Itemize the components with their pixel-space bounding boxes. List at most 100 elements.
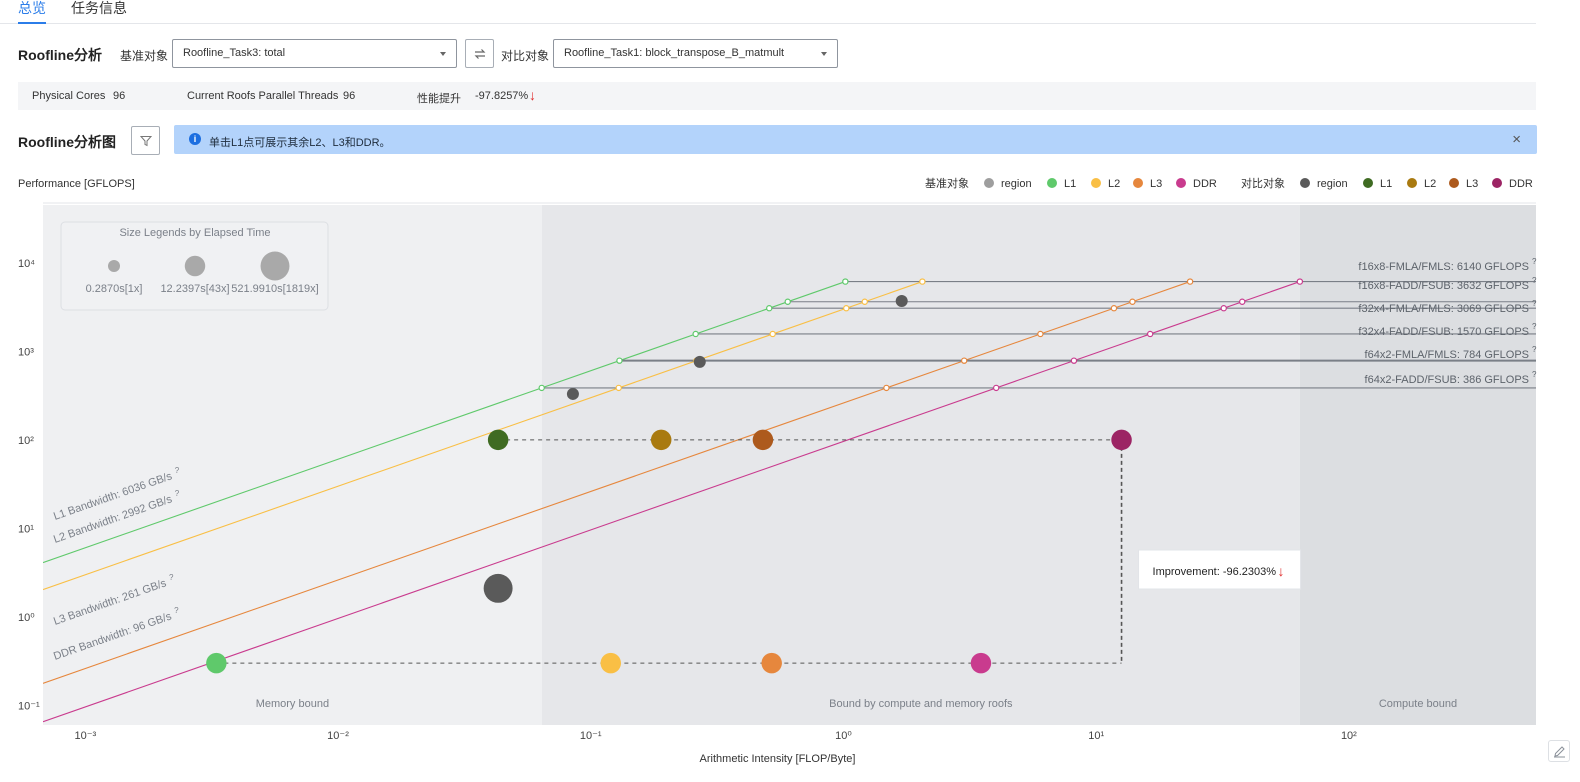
perf-label: 性能提升 — [417, 93, 461, 105]
compare-point-l1 — [487, 429, 509, 451]
x-axis-label: Arithmetic Intensity [FLOP/Byte] — [700, 753, 856, 765]
tab-overview[interactable]: 总览 — [18, 0, 46, 24]
legend-label: region — [1317, 178, 1348, 190]
x-tick-label: 10⁻¹ — [580, 730, 602, 742]
help-icon: ? — [1532, 345, 1537, 354]
help-icon: ? — [1532, 322, 1537, 331]
compare-select-value: Roofline_Task1: block_transpose_B_matmul… — [564, 47, 785, 59]
help-icon: ? — [1532, 276, 1537, 285]
chevron-down-icon — [440, 52, 446, 56]
help-icon: ? — [169, 573, 174, 582]
x-tick-label: 10⁰ — [835, 730, 852, 742]
compute-roof-label: f64x2-FMLA/FMLS: 784 GFLOPS — [1365, 349, 1529, 361]
roof-intersection-marker — [1296, 278, 1304, 285]
region-point — [895, 295, 908, 308]
size-legend-title: Size Legends by Elapsed Time — [119, 227, 270, 239]
bandwidth-roof-line — [43, 281, 923, 591]
roof-intersection-marker — [861, 298, 868, 305]
legend-marker — [984, 178, 994, 188]
baseline-point-l1 — [206, 652, 227, 674]
roofline-chart: Memory bound Bound by compute and memory … — [18, 176, 1537, 765]
roof-intersection-marker — [615, 384, 622, 392]
legend-group-title: 对比对象 — [1241, 176, 1285, 190]
bandwidth-roof-line — [43, 281, 1301, 723]
perf-value: -97.8257% — [475, 90, 529, 102]
roof-intersection-marker — [616, 357, 623, 364]
help-icon: ? — [1532, 370, 1537, 379]
notice-banner: i 单击L1点可展示其余L2、L3和DDR。 × — [174, 125, 1537, 154]
baseline-select-value: Roofline_Task3: total — [183, 47, 286, 59]
legend-label: L2 — [1424, 178, 1436, 190]
compute-roof-label: f32x4-FMLA/FMLS: 3069 GFLOPS — [1358, 303, 1529, 315]
tab-task-info[interactable]: 任务信息 — [71, 0, 127, 16]
edit-icon[interactable] — [1548, 740, 1570, 762]
legend-marker — [1449, 178, 1459, 188]
size-legend-label: 0.2870s[1x] — [86, 283, 143, 295]
roof-intersection-marker — [1037, 330, 1044, 338]
bandwidth-roof-line — [43, 281, 1191, 684]
improvement-label: Improvement: -96.2303% — [1153, 566, 1277, 578]
compare-select[interactable]: Roofline_Task1: block_transpose_B_matmul… — [553, 39, 838, 68]
roof-intersection-marker — [1129, 298, 1136, 305]
roof-intersection-marker — [692, 330, 699, 338]
size-legend-circle — [108, 260, 120, 272]
y-tick-label: 10² — [18, 435, 34, 447]
legend-label: DDR — [1509, 178, 1533, 190]
size-legend-label: 521.9910s[1819x] — [231, 283, 318, 295]
info-icon: i — [189, 133, 201, 145]
y-tick-label: 10⁻¹ — [18, 700, 40, 712]
compute-roof-label: f16x8-FADD/FSUB: 3632 GFLOPS — [1358, 280, 1529, 292]
legend-label: L3 — [1466, 178, 1478, 190]
tab-bar: 总览 任务信息 — [0, 0, 1536, 24]
y-tick-label: 10⁰ — [18, 612, 35, 624]
roof-intersection-marker — [842, 278, 849, 285]
region-label: Compute bound — [1379, 698, 1457, 710]
filter-icon — [140, 136, 152, 147]
filter-button[interactable] — [131, 126, 160, 155]
baseline-select[interactable]: Roofline_Task3: total — [172, 39, 457, 68]
legend-marker — [1492, 178, 1502, 188]
threads-label: Current Roofs Parallel Threads — [187, 90, 339, 102]
legend-label: DDR — [1193, 178, 1217, 190]
roof-intersection-marker — [538, 384, 545, 392]
legend-label: region — [1001, 178, 1032, 190]
roof-intersection-marker — [1070, 357, 1078, 364]
region-point — [483, 573, 513, 603]
y-tick-label: 10⁴ — [18, 258, 35, 270]
notice-message: 单击L1点可展示其余L2、L3和DDR。 — [209, 137, 391, 149]
swap-button[interactable] — [465, 39, 494, 68]
roofline-analysis-title: Roofline分析 — [18, 47, 102, 63]
legend-marker — [1047, 178, 1057, 188]
legend-marker — [1300, 178, 1310, 188]
baseline-point-l3 — [761, 652, 782, 674]
legend-label: L1 — [1064, 178, 1076, 190]
bandwidth-roof-line — [43, 281, 846, 564]
x-tick-label: 10⁻³ — [74, 730, 96, 742]
legend-marker — [1407, 178, 1417, 188]
region-area — [541, 205, 1300, 725]
y-tick-label: 10³ — [18, 346, 34, 358]
swap-icon — [474, 49, 486, 59]
help-icon: ? — [174, 606, 179, 615]
threads-value: 96 — [343, 90, 356, 102]
compare-label: 对比对象 — [501, 49, 550, 63]
roof-intersection-marker — [992, 384, 1000, 392]
legend-label: L2 — [1108, 178, 1120, 190]
legend-group-title: 基准对象 — [925, 176, 969, 190]
roof-intersection-marker — [883, 384, 890, 392]
region-area — [1299, 205, 1536, 725]
improvement-tooltip — [1138, 549, 1302, 590]
compare-point-l2 — [650, 429, 672, 451]
x-tick-label: 10² — [1341, 730, 1357, 742]
close-icon[interactable]: × — [1512, 131, 1521, 148]
help-icon: ? — [175, 466, 180, 475]
legend-marker — [1176, 178, 1186, 188]
x-tick-label: 10⁻² — [327, 730, 349, 742]
compare-point-ddr — [1111, 429, 1132, 451]
baseline-point-l2 — [600, 652, 622, 674]
size-legend-circle — [184, 255, 206, 277]
physical-cores-label: Physical Cores — [32, 90, 106, 102]
compute-roof-label: f32x4-FADD/FSUB: 1570 GFLOPS — [1358, 326, 1529, 338]
legend-marker — [1133, 178, 1143, 188]
roof-intersection-marker — [843, 305, 850, 312]
